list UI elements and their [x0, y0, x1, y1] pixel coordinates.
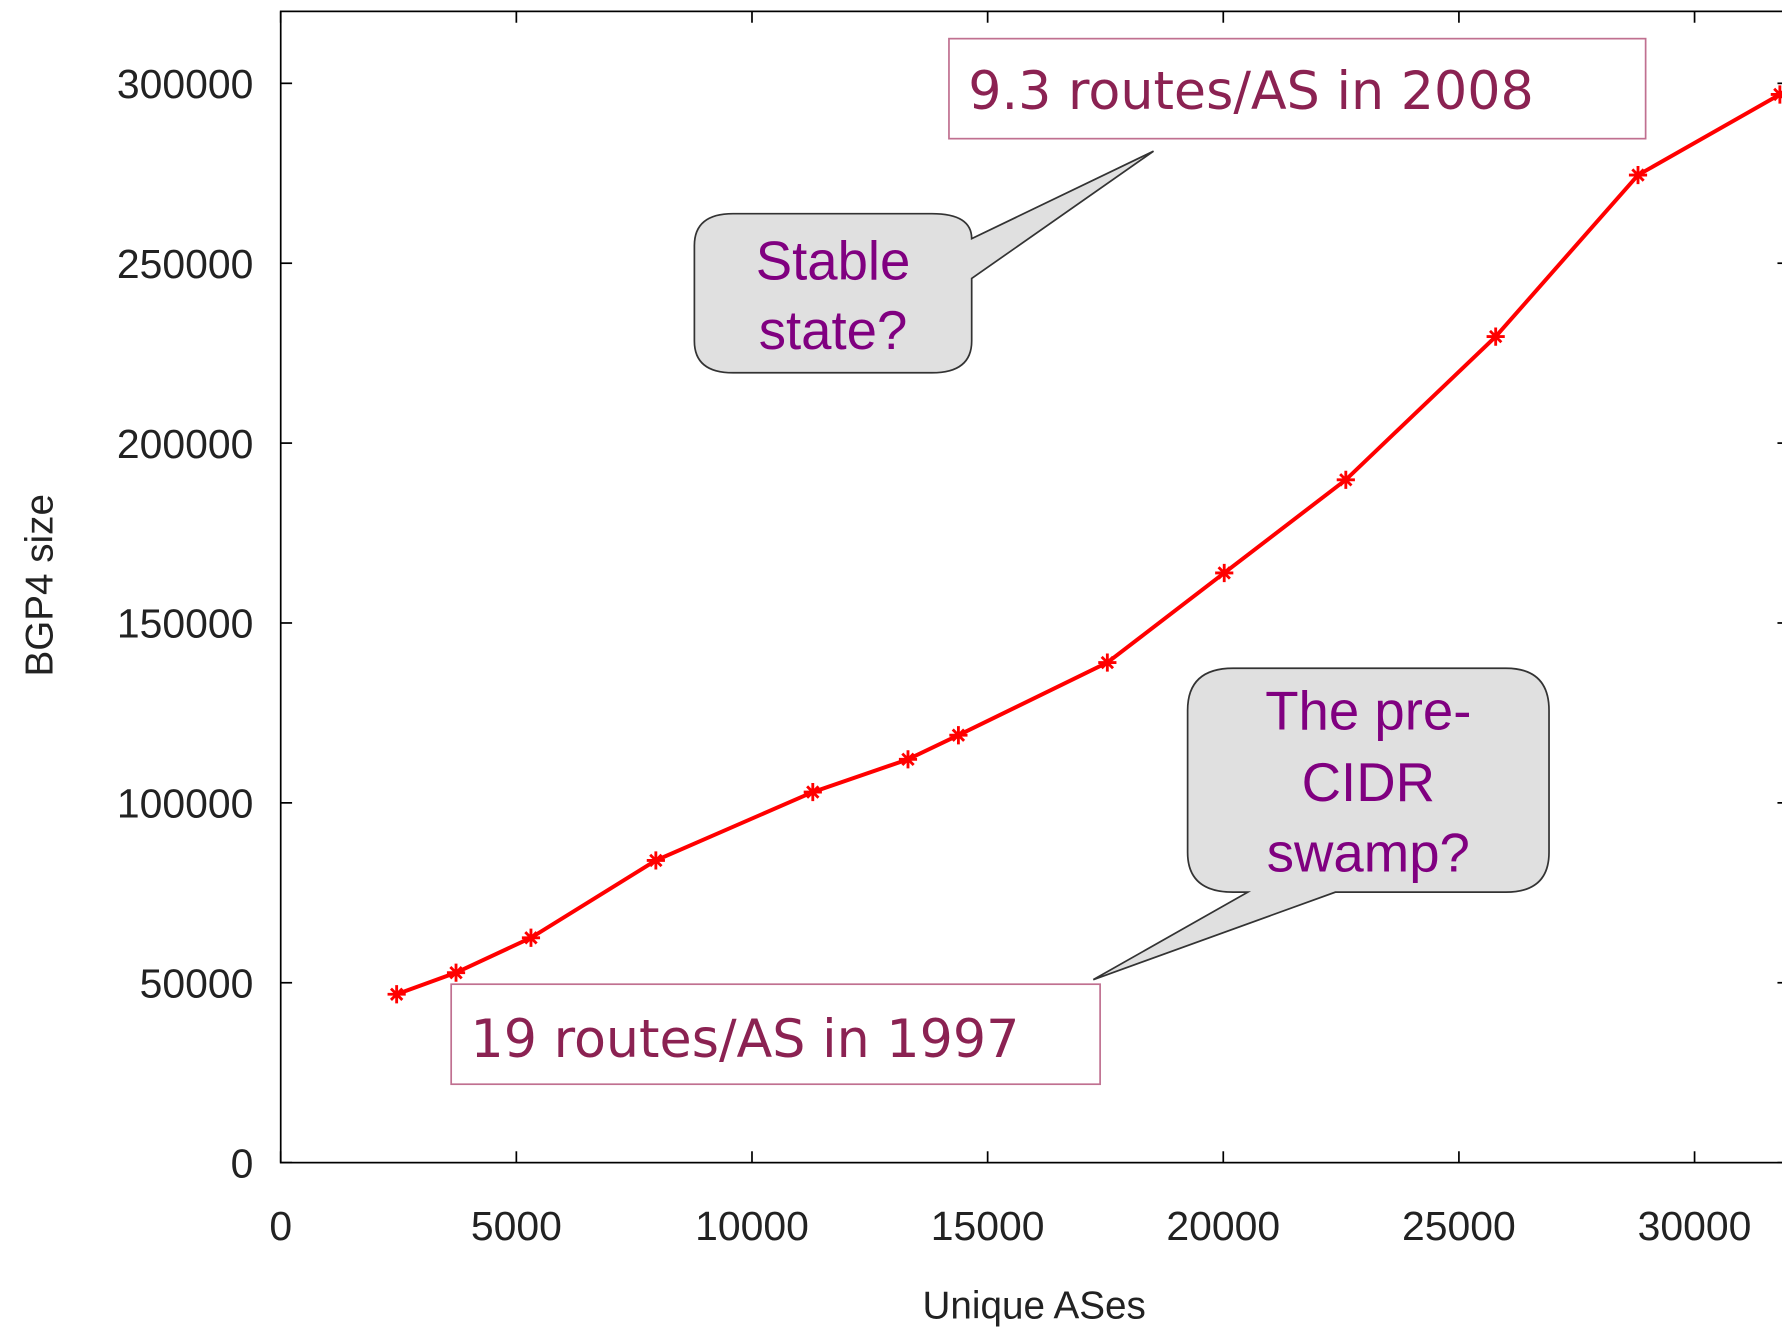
x-tick-label: 20000 — [1166, 1203, 1280, 1249]
x-tick-label: 25000 — [1402, 1203, 1516, 1249]
x-tick-label: 0 — [269, 1203, 292, 1249]
callout-text: CIDR — [1302, 752, 1435, 813]
callout-text: The pre- — [1265, 681, 1471, 742]
callout-bubble — [1092, 667, 1550, 981]
data-point — [898, 750, 918, 769]
annotation-frame — [450, 983, 1101, 1086]
y-tick-label: 0 — [231, 1140, 254, 1186]
data-point — [1098, 653, 1117, 672]
x-tick-label: 30000 — [1638, 1203, 1752, 1249]
plot-frame — [279, 10, 1782, 1164]
data-point — [1486, 327, 1505, 346]
data-point — [1215, 563, 1234, 583]
data-point — [1336, 470, 1355, 489]
data-point — [803, 782, 822, 802]
annotation-box: 9.3 routes/AS in 2008 — [948, 37, 1647, 140]
y-axis-label: BGP4 size — [18, 494, 61, 676]
x-axis-label: Unique ASes — [923, 1284, 1146, 1327]
callout: The pre- CIDR swamp? — [1092, 667, 1550, 981]
data-point — [521, 928, 541, 947]
x-tick-label: 10000 — [695, 1203, 809, 1249]
y-tick-label: 100000 — [117, 781, 254, 827]
callout: Stable state? — [693, 150, 1155, 374]
data-point — [1770, 85, 1782, 104]
x-tick-label: 15000 — [931, 1203, 1045, 1249]
data-point — [446, 963, 466, 982]
annotation-frame — [948, 37, 1647, 140]
data-line — [395, 92, 1781, 997]
y-tick-label: 250000 — [117, 241, 254, 287]
data-point — [1628, 165, 1648, 185]
callout-text: Stable — [756, 231, 911, 292]
callout-bubble — [693, 150, 1155, 374]
data-point — [949, 726, 968, 745]
callout-text: state? — [759, 300, 908, 361]
y-tick-label: 300000 — [117, 61, 254, 107]
data-point — [387, 985, 406, 1004]
annotation-box: 19 routes/AS in 1997 — [450, 983, 1101, 1086]
annotation-text: 19 routes/AS in 1997 — [471, 1009, 1020, 1070]
x-tick-label: 5000 — [471, 1203, 562, 1249]
data-point — [646, 851, 665, 870]
plot-area: 0 50000 100000 150000 200000 250000 300000 0 500… — [117, 10, 1782, 1249]
callout-text: swamp? — [1267, 823, 1470, 884]
y-tick-label: 50000 — [140, 961, 254, 1007]
annotation-text: 9.3 routes/AS in 2008 — [968, 61, 1533, 122]
y-tick-label: 200000 — [117, 421, 254, 467]
y-tick-label: 150000 — [117, 601, 254, 647]
